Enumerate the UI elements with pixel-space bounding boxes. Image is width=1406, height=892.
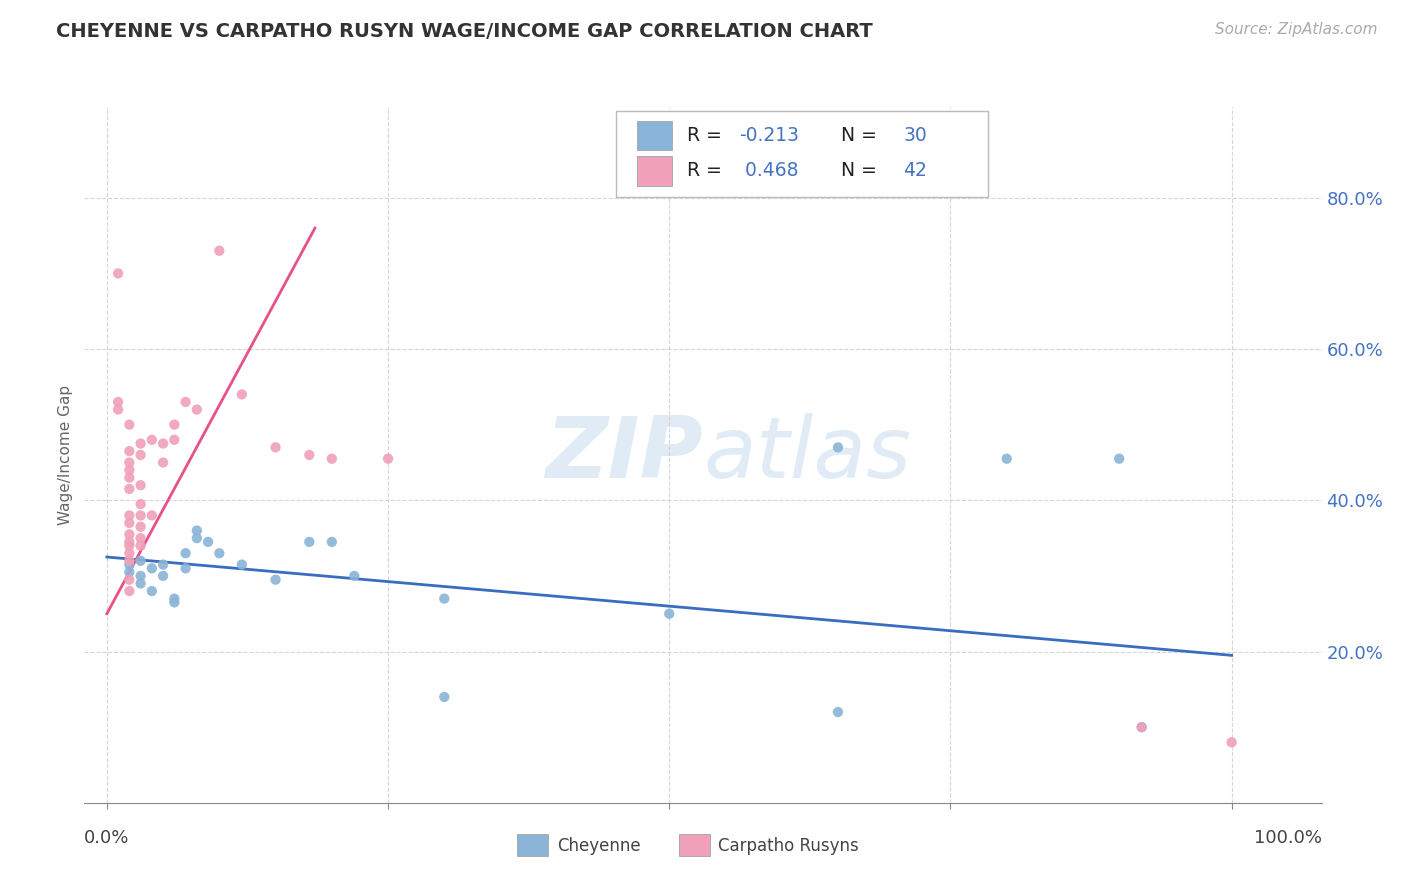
Text: atlas: atlas xyxy=(703,413,911,497)
Point xyxy=(129,531,152,545)
Point xyxy=(118,508,141,523)
Point xyxy=(321,451,343,466)
Text: 0.468: 0.468 xyxy=(740,161,799,180)
Point xyxy=(118,527,141,541)
Point xyxy=(118,470,141,484)
Point xyxy=(152,436,174,450)
Point xyxy=(186,531,208,545)
Text: Carpatho Rusyns: Carpatho Rusyns xyxy=(718,837,859,855)
Point xyxy=(118,482,141,496)
Text: 0.0%: 0.0% xyxy=(84,830,129,847)
Point xyxy=(129,478,152,492)
Point xyxy=(1130,720,1153,734)
Point xyxy=(129,436,152,450)
Point xyxy=(118,516,141,530)
Point xyxy=(174,395,197,409)
Point xyxy=(208,244,231,258)
Point xyxy=(163,595,186,609)
Point xyxy=(118,535,141,549)
Point xyxy=(129,576,152,591)
Point xyxy=(231,387,253,401)
Point xyxy=(658,607,681,621)
Text: 30: 30 xyxy=(904,126,927,145)
Point xyxy=(118,565,141,579)
Point xyxy=(152,569,174,583)
Point xyxy=(163,591,186,606)
Point xyxy=(186,524,208,538)
Text: 100.0%: 100.0% xyxy=(1254,830,1322,847)
Point xyxy=(107,395,129,409)
Point xyxy=(197,535,219,549)
Point xyxy=(118,539,141,553)
Point xyxy=(118,463,141,477)
Point xyxy=(995,451,1018,466)
Point xyxy=(827,441,849,455)
Point xyxy=(118,455,141,469)
FancyBboxPatch shape xyxy=(637,156,672,186)
Point xyxy=(163,433,186,447)
FancyBboxPatch shape xyxy=(616,111,987,197)
Point xyxy=(129,520,152,534)
Point xyxy=(377,451,399,466)
Point xyxy=(118,558,141,572)
Point xyxy=(129,497,152,511)
Y-axis label: Wage/Income Gap: Wage/Income Gap xyxy=(58,384,73,525)
Point xyxy=(433,591,456,606)
Point xyxy=(118,584,141,599)
Text: R =: R = xyxy=(688,161,728,180)
Point xyxy=(118,417,141,432)
Text: ZIP: ZIP xyxy=(546,413,703,497)
Point xyxy=(163,417,186,432)
Point xyxy=(129,554,152,568)
Point xyxy=(827,705,849,719)
Point xyxy=(231,558,253,572)
Point xyxy=(141,561,163,575)
Point xyxy=(1220,735,1243,749)
Text: Cheyenne: Cheyenne xyxy=(557,837,640,855)
Point xyxy=(321,535,343,549)
Text: 42: 42 xyxy=(904,161,928,180)
Point xyxy=(129,569,152,583)
Point xyxy=(107,267,129,281)
Text: CHEYENNE VS CARPATHO RUSYN WAGE/INCOME GAP CORRELATION CHART: CHEYENNE VS CARPATHO RUSYN WAGE/INCOME G… xyxy=(56,22,873,41)
Point xyxy=(129,508,152,523)
Point xyxy=(152,558,174,572)
Point xyxy=(1108,451,1130,466)
Point xyxy=(298,448,321,462)
Point xyxy=(118,546,141,560)
Point xyxy=(264,441,287,455)
Point xyxy=(1130,720,1153,734)
Text: N =: N = xyxy=(830,126,883,145)
Point xyxy=(152,455,174,469)
Text: N =: N = xyxy=(830,161,883,180)
Point xyxy=(118,554,141,568)
Text: Source: ZipAtlas.com: Source: ZipAtlas.com xyxy=(1215,22,1378,37)
Point xyxy=(208,546,231,560)
Point xyxy=(129,539,152,553)
Point xyxy=(264,573,287,587)
Text: R =: R = xyxy=(688,126,728,145)
Point xyxy=(433,690,456,704)
Point xyxy=(298,535,321,549)
Point xyxy=(343,569,366,583)
Point xyxy=(107,402,129,417)
Text: -0.213: -0.213 xyxy=(740,126,799,145)
Point xyxy=(141,433,163,447)
Point xyxy=(141,508,163,523)
Point xyxy=(186,402,208,417)
Point xyxy=(141,584,163,599)
FancyBboxPatch shape xyxy=(637,121,672,150)
Point xyxy=(174,546,197,560)
Point xyxy=(129,448,152,462)
Point xyxy=(118,444,141,458)
Point xyxy=(174,561,197,575)
Point xyxy=(118,573,141,587)
